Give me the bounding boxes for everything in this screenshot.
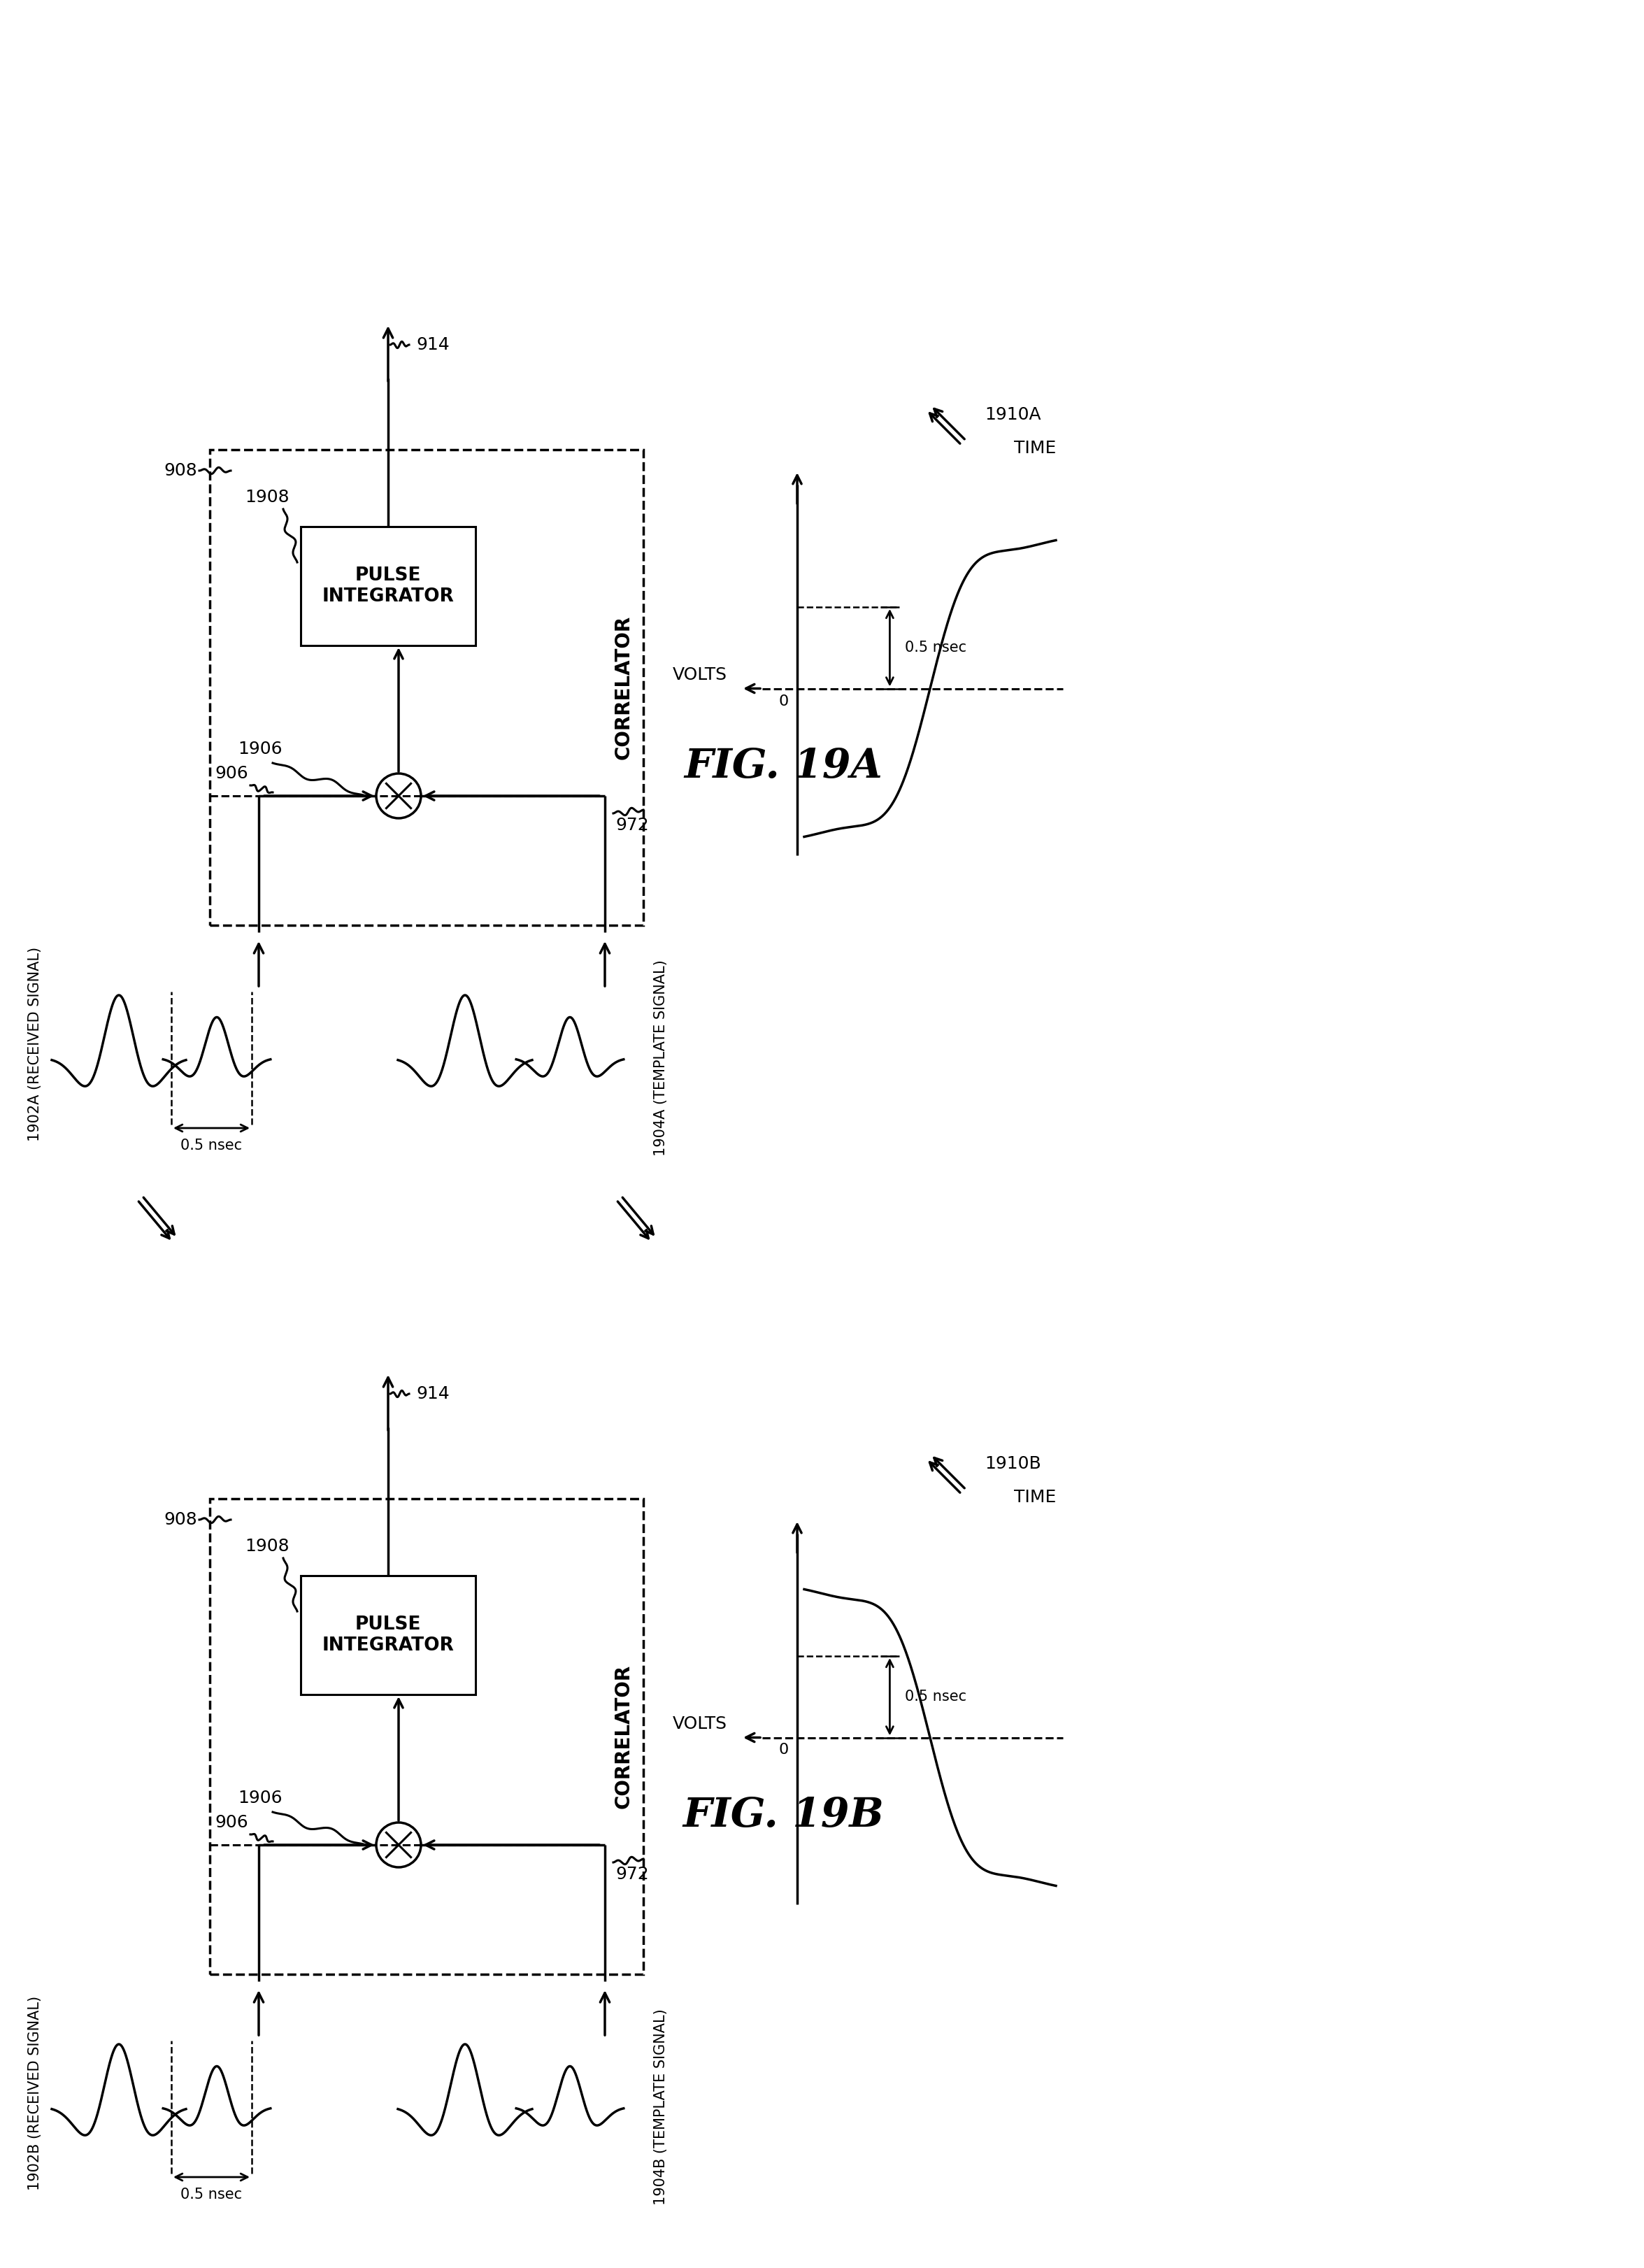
Text: 914: 914 — [416, 336, 449, 354]
Text: 0.5 nsec: 0.5 nsec — [181, 1139, 242, 1152]
Text: PULSE
INTEGRATOR: PULSE INTEGRATOR — [322, 1615, 454, 1656]
Text: 908: 908 — [164, 463, 197, 479]
Text: 914: 914 — [416, 1386, 449, 1402]
Text: 906: 906 — [215, 764, 248, 782]
Text: 1908: 1908 — [245, 490, 289, 506]
Text: 1910A: 1910A — [985, 406, 1041, 424]
Text: VOLTS: VOLTS — [672, 667, 727, 683]
Text: PULSE
INTEGRATOR: PULSE INTEGRATOR — [322, 567, 454, 606]
Text: TIME: TIME — [1014, 1488, 1055, 1506]
Text: 1904A (TEMPLATE SIGNAL): 1904A (TEMPLATE SIGNAL) — [654, 959, 667, 1157]
Text: 1910B: 1910B — [985, 1456, 1041, 1472]
Text: TIME: TIME — [1014, 440, 1055, 456]
Text: CORRELATOR: CORRELATOR — [613, 615, 633, 760]
Text: 1902A (RECEIVED SIGNAL): 1902A (RECEIVED SIGNAL) — [28, 946, 43, 1141]
Bar — [301, 526, 475, 646]
Text: FIG. 19A: FIG. 19A — [684, 746, 883, 787]
Text: 1908: 1908 — [245, 1538, 289, 1554]
Text: 1902B (RECEIVED SIGNAL): 1902B (RECEIVED SIGNAL) — [28, 1996, 43, 2191]
Bar — [301, 1576, 475, 1694]
Bar — [210, 1499, 643, 1973]
Text: 0.5 nsec: 0.5 nsec — [181, 2189, 242, 2202]
Text: 1906: 1906 — [238, 1789, 283, 1805]
Text: VOLTS: VOLTS — [672, 1715, 727, 1733]
Text: 908: 908 — [164, 1510, 197, 1529]
Text: 906: 906 — [215, 1814, 248, 1830]
Text: 0: 0 — [779, 694, 789, 708]
Text: 972: 972 — [615, 1867, 649, 1882]
Text: 0.5 nsec: 0.5 nsec — [906, 642, 967, 655]
Text: 972: 972 — [615, 816, 649, 835]
Text: FIG. 19B: FIG. 19B — [682, 1796, 884, 1835]
Text: 0.5 nsec: 0.5 nsec — [906, 1690, 967, 1703]
Bar — [210, 449, 643, 925]
Text: 1904B (TEMPLATE SIGNAL): 1904B (TEMPLATE SIGNAL) — [654, 2009, 667, 2204]
Text: 1906: 1906 — [238, 742, 283, 758]
Text: 0: 0 — [779, 1744, 789, 1758]
Text: CORRELATOR: CORRELATOR — [613, 1665, 633, 1808]
